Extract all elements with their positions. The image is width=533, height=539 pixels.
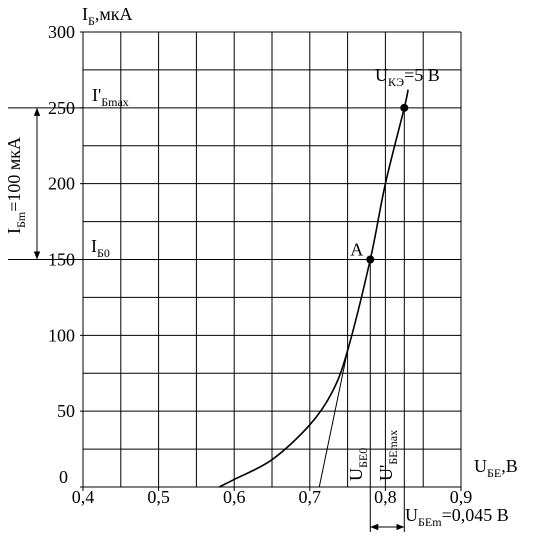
text-part: БЕm	[418, 515, 442, 529]
text-part: U	[346, 468, 366, 481]
annotation: U'БЕmax	[376, 430, 400, 481]
annotation: IБm=100 мкА	[4, 137, 28, 234]
annotation: UБЕ0	[346, 448, 370, 481]
text-part: U'	[376, 465, 396, 481]
y-tick-label: 200	[48, 174, 75, 194]
annotation: IБ0	[91, 236, 110, 260]
text-part: ,мкА	[95, 4, 133, 24]
point-label: A	[350, 240, 363, 260]
x-tick-label: 0,6	[223, 487, 246, 507]
curve	[218, 89, 409, 488]
text-part: I	[82, 4, 88, 24]
text-part: ,В	[501, 456, 518, 476]
annotation: UКЭ=5 В	[375, 65, 440, 89]
x-tick-label: 0,9	[450, 487, 473, 507]
text-part: I	[4, 228, 24, 234]
text-part: =100 мкА	[4, 137, 24, 212]
text-part: U	[405, 505, 418, 525]
text-part: =0,045 В	[442, 505, 509, 525]
x-tick-label: 0,5	[147, 487, 170, 507]
y-tick-label: 50	[57, 401, 75, 421]
point	[400, 103, 409, 112]
x-tick-label: 0,7	[299, 487, 322, 507]
y-axis-label: IБ,мкА	[82, 4, 133, 28]
text-part: I'	[92, 85, 101, 105]
x-tick-label: 0,8	[374, 487, 397, 507]
annotation: UБЕm=0,045 В	[405, 505, 509, 529]
text-part: Бmax	[101, 95, 129, 109]
point	[366, 255, 375, 264]
text-part: Бm	[14, 211, 28, 228]
text-part: Б	[88, 14, 95, 28]
annotation: I'Бmax	[92, 85, 129, 109]
text-part: =5 В	[404, 65, 440, 85]
y-tick-label: 100	[48, 325, 75, 345]
tangent-line	[318, 350, 349, 488]
text-part: I	[91, 236, 97, 256]
text-part: КЭ	[388, 75, 404, 89]
x-axis-label: UБЕ,В	[474, 456, 518, 480]
y-tick-label: 0	[59, 467, 68, 487]
text-part: U	[474, 456, 487, 476]
y-tick-label: 300	[48, 22, 75, 42]
x-tick-label: 0,4	[72, 487, 95, 507]
text-part: U	[375, 65, 388, 85]
text-part: БЕ0	[356, 448, 370, 468]
text-part: Б0	[97, 246, 110, 260]
text-part: БЕmax	[386, 430, 400, 465]
text-part: БЕ	[487, 466, 501, 480]
